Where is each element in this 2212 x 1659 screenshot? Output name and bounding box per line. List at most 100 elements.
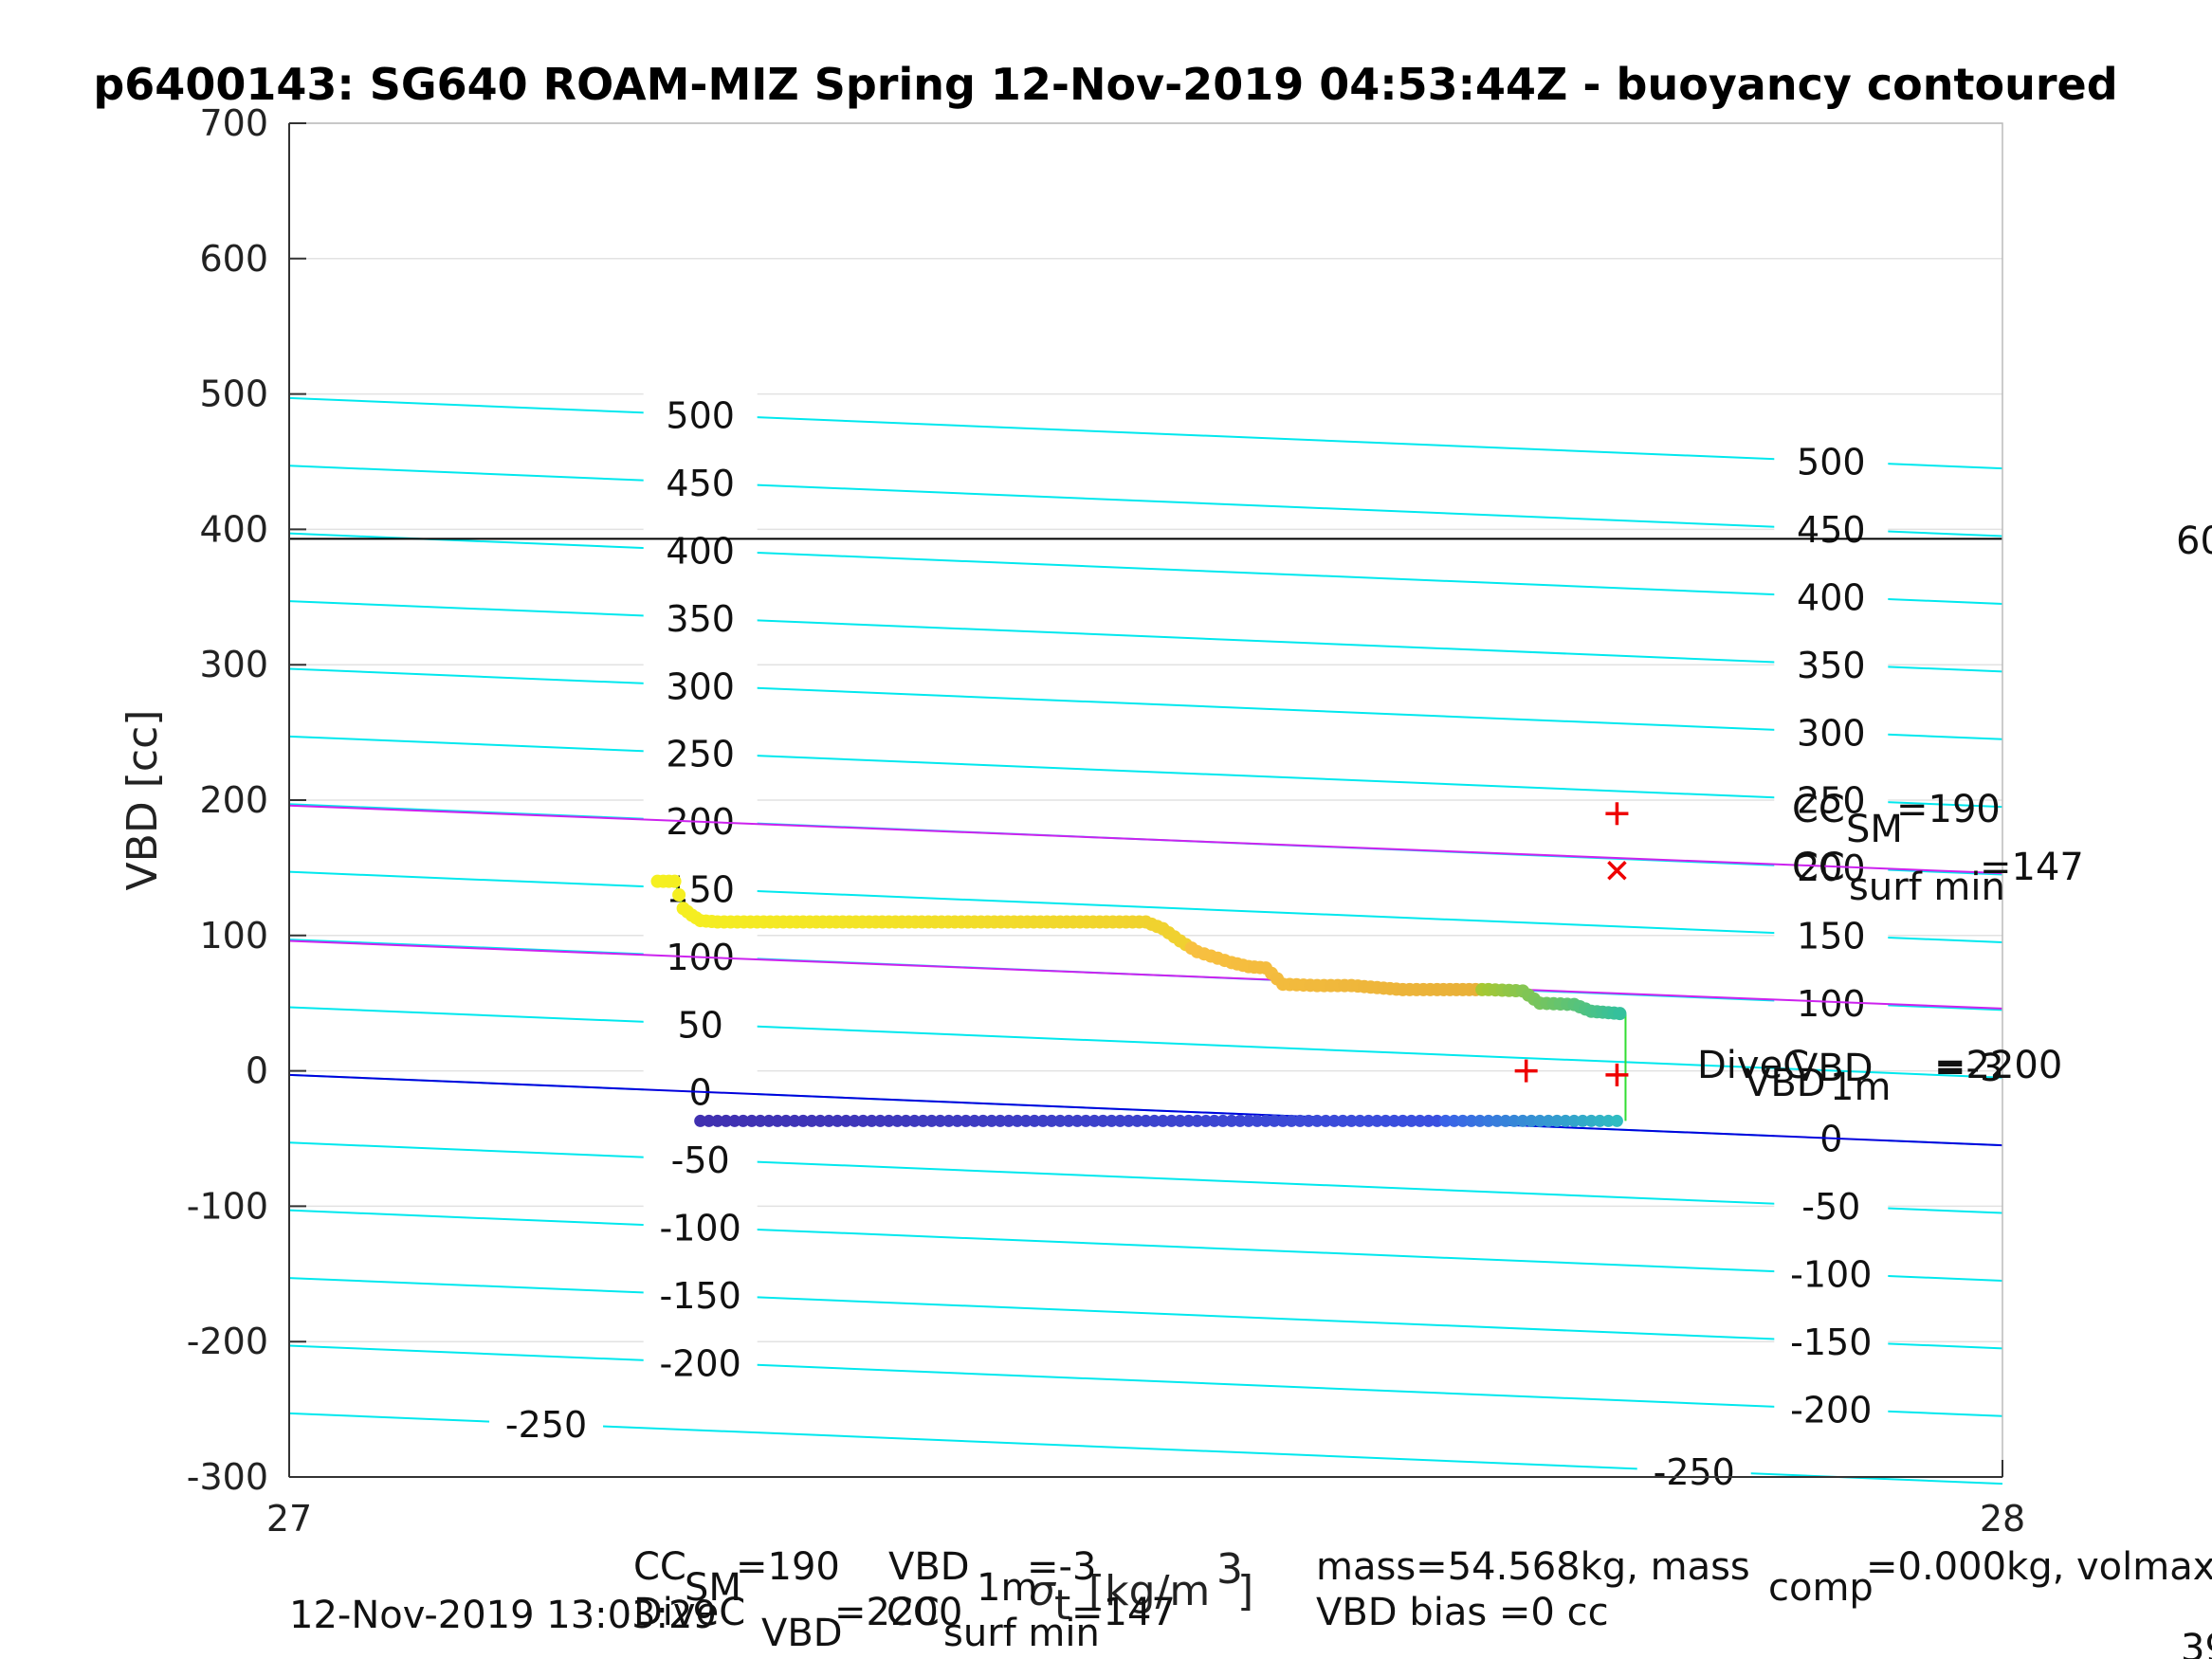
climb-point xyxy=(1499,1114,1512,1127)
contour-label-left: 250 xyxy=(666,734,735,775)
contour-line xyxy=(288,396,2003,470)
contour-label-bg xyxy=(643,1001,758,1044)
climb-point xyxy=(1002,1114,1015,1127)
climb-point xyxy=(1174,1114,1187,1127)
y-tick-label: 600 xyxy=(199,238,268,280)
footer-cc-sm-sub: SM xyxy=(685,1566,741,1610)
climb-point xyxy=(754,1114,767,1127)
contour-label-bg xyxy=(1774,1183,1889,1226)
climb-point xyxy=(1397,1114,1410,1127)
climb-point xyxy=(1105,1114,1118,1127)
dive-vbd-value: =2200 xyxy=(1934,1044,2062,1087)
x-label-sigma: σ xyxy=(1029,1567,1056,1615)
contour-label-right: -200 xyxy=(1790,1389,1872,1431)
contour-label-bg xyxy=(643,1137,758,1179)
contour-line xyxy=(288,1141,2003,1214)
footer-dive-vbd-sub: VBD xyxy=(761,1612,843,1655)
climb-point xyxy=(942,1114,956,1127)
marker-stroke xyxy=(1607,861,1627,881)
climb-point xyxy=(1259,1114,1272,1127)
climb-point xyxy=(1336,1114,1349,1127)
vbd-1m-sub: 1m xyxy=(1830,1066,1891,1109)
climb-point xyxy=(814,1114,827,1127)
climb-point xyxy=(1302,1114,1315,1127)
dive-point xyxy=(667,874,682,888)
climb-point xyxy=(771,1114,784,1127)
climb-point xyxy=(1113,1114,1126,1127)
climb-point xyxy=(1045,1114,1058,1127)
climb-point xyxy=(1079,1114,1092,1127)
climb-point xyxy=(1379,1114,1392,1127)
contour-label-left: 450 xyxy=(666,463,735,504)
climb-point xyxy=(873,1114,887,1127)
contour-label-right: -150 xyxy=(1790,1322,1872,1363)
footer-mass-comp-sub: comp xyxy=(1768,1566,1874,1610)
contour-label-bg xyxy=(1774,506,1889,549)
buoyancy-contours: 500 450 400 350 300 250 200 150 100 500 -50 -100 -15… xyxy=(288,392,2003,1493)
contour-label-left: 50 xyxy=(678,1004,723,1046)
contour-label-left: -250 xyxy=(505,1404,587,1446)
climb-point xyxy=(1559,1114,1572,1127)
contour-line xyxy=(288,667,2003,740)
climb-point xyxy=(1070,1114,1084,1127)
contour-label-bg xyxy=(1774,1318,1889,1360)
climb-point xyxy=(728,1114,741,1127)
contour-label-bg xyxy=(643,663,758,705)
climb-point xyxy=(1310,1114,1324,1127)
contour-label-right: -100 xyxy=(1790,1254,1872,1296)
climb-point xyxy=(951,1114,964,1127)
climb-point xyxy=(711,1114,724,1127)
footer-right: mass=54.568kg, mass comp =0.000kg, volma… xyxy=(1316,1545,2212,1634)
contour-line xyxy=(288,465,2003,538)
y-tick-label: 200 xyxy=(199,779,268,821)
climb-point xyxy=(1242,1114,1255,1127)
climb-point xyxy=(1140,1114,1152,1127)
climb-point xyxy=(890,1114,904,1127)
climb-point xyxy=(1542,1114,1555,1127)
contour-label-left: -200 xyxy=(660,1342,741,1384)
contour-label-bg xyxy=(1774,776,1889,819)
climb-point xyxy=(994,1114,1007,1127)
contour-label-right: 450 xyxy=(1797,509,1866,551)
y-tick-label: 0 xyxy=(246,1050,268,1092)
climb-point xyxy=(1456,1114,1470,1127)
climb-point xyxy=(865,1114,878,1127)
contour-label-bg xyxy=(1774,438,1889,481)
climb-point xyxy=(1405,1114,1418,1127)
climb-point xyxy=(1122,1114,1135,1127)
contour-label-left: 400 xyxy=(666,531,735,573)
y-tick-label: -300 xyxy=(187,1456,268,1498)
climb-point xyxy=(1182,1114,1196,1127)
vbd-1m-value: =-3 xyxy=(1934,1047,2003,1090)
climb-point xyxy=(1465,1114,1478,1127)
climb-point xyxy=(822,1114,835,1127)
contour-label-bg xyxy=(1774,709,1889,752)
contour-label-left: 350 xyxy=(666,598,735,640)
ref-line-cc-sm-upper xyxy=(288,804,2003,875)
vbd-1m-base: VBD xyxy=(1792,1047,1874,1090)
climb-point xyxy=(900,1114,913,1127)
dive-vbd-base: DiveC xyxy=(1697,1044,1809,1087)
climb-point xyxy=(1225,1114,1238,1127)
x-label-units-sup: 3 xyxy=(1216,1545,1243,1594)
footer-cc-surf-min-base: CC xyxy=(887,1591,940,1634)
climb-point xyxy=(1448,1114,1461,1127)
climb-point xyxy=(856,1114,869,1127)
climb-point xyxy=(1088,1114,1101,1127)
contour-line xyxy=(288,1006,2003,1079)
grid-lines xyxy=(289,122,2002,1478)
x-ticks: 27 28 xyxy=(266,1460,2025,1540)
climb-point xyxy=(1130,1114,1143,1127)
annotation-vbd-1m: VBD 1m =-3 xyxy=(1792,1047,2003,1109)
climb-point xyxy=(960,1114,973,1127)
climb-point xyxy=(1431,1114,1444,1127)
footer-mass: mass=54.568kg, mass xyxy=(1316,1545,1750,1589)
contour-label-bg xyxy=(1774,912,1889,955)
contour-line xyxy=(288,532,2003,605)
climb-point xyxy=(908,1114,922,1127)
y-tick-label: -100 xyxy=(187,1185,268,1227)
dive-point xyxy=(1613,1007,1627,1021)
y-tick-label: 400 xyxy=(199,508,268,550)
contour-line xyxy=(288,870,2003,943)
climb-point xyxy=(1327,1114,1341,1127)
